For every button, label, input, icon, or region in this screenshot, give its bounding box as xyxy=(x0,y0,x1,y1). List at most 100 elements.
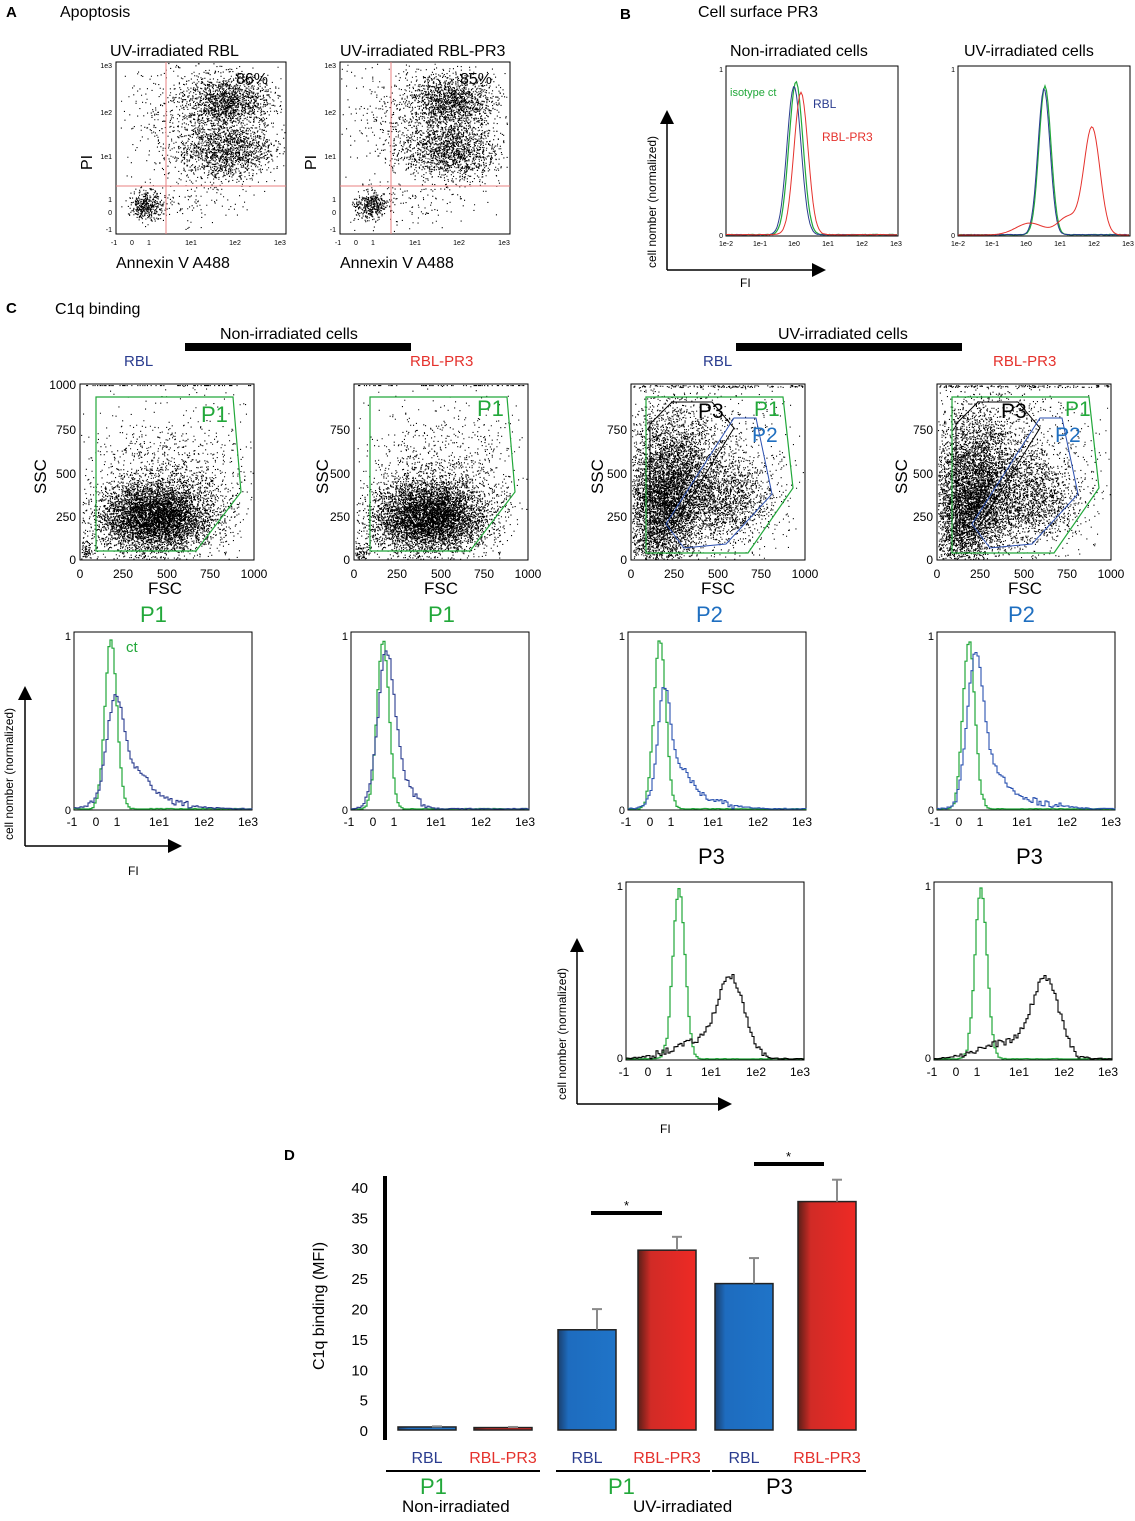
ticksA1-x-tick-5: 1e3 xyxy=(274,240,286,247)
scDots2-cloud xyxy=(355,385,528,560)
ticksA2-x-tick-1: 0 xyxy=(354,240,358,247)
panel-a2-percent: 85% xyxy=(460,71,492,88)
significance-star-2: * xyxy=(786,1149,791,1164)
panel-b1-title: Non-irradiated cells xyxy=(730,43,868,60)
ticksA1-y-tick-1: 1e2 xyxy=(100,110,112,117)
bar-label-5: RBL-PR3 xyxy=(793,1450,861,1467)
panel-a2-xlabel: Annexin V A488 xyxy=(340,255,454,272)
scDots1-cloud xyxy=(81,385,254,560)
scatter4-gate-label-p1: P1 xyxy=(1065,398,1091,421)
ticksA1-y-tick-5: -1 xyxy=(106,227,112,234)
hist4-x-tick-4: 1e2 xyxy=(1057,815,1077,829)
bar-y-tick-4: 20 xyxy=(351,1302,368,1319)
hist6-sample-curve xyxy=(934,974,1113,1060)
group-uv-irradiated: UV-irradiated cells xyxy=(778,326,908,343)
hist1-frame xyxy=(73,631,253,811)
hist2-frame xyxy=(350,631,530,811)
legend-rbl: RBL xyxy=(813,97,837,111)
hist5-x-tick-1: 0 xyxy=(645,1065,652,1079)
group-non-irradiated: Non-irradiated cells xyxy=(220,326,358,343)
hist4-x-tick-2: 1 xyxy=(977,815,984,829)
hist3-sample-curve xyxy=(628,687,807,810)
ticksA1-x-tick-2: 1 xyxy=(147,240,151,247)
scatter4-x-tick-3: 750 xyxy=(1057,567,1077,581)
panel-a2-title: UV-irradiated RBL-PR3 xyxy=(340,43,506,60)
ticksA2-y-tick-2: 1e1 xyxy=(324,154,336,161)
hist6-ct-curve xyxy=(934,887,1113,1060)
scatter1-frame xyxy=(79,383,255,561)
ticksB2-x-tick-2: 1e0 xyxy=(1020,241,1032,248)
hist1-x-tick-2: 1 xyxy=(114,815,121,829)
panel-b2-ticks: 1e-2 1e-1 1e0 1e1 1e2 1e3 1 0 xyxy=(951,67,1134,248)
hist1-ct-curve xyxy=(74,639,252,810)
scatter3-gate-p1 xyxy=(645,396,794,554)
ticksB1-y-1: 1 xyxy=(719,67,723,74)
scatter3-gate-label-p1: P1 xyxy=(754,398,780,421)
scDots3-top-edge xyxy=(633,385,804,389)
scatter2-x-tick-4: 1000 xyxy=(515,567,542,581)
hist1-x-tick-0: -1 xyxy=(67,815,78,829)
ticksA2-x-tick-2: 1 xyxy=(371,240,375,247)
scatter2-name: RBL-PR3 xyxy=(410,353,473,370)
bars xyxy=(397,1178,857,1431)
scatter3-x-tick-1: 250 xyxy=(664,567,684,581)
hist5-x-tick-3: 1e1 xyxy=(701,1065,721,1079)
scatter3-x-tick-2: 500 xyxy=(708,567,728,581)
scatter2-x-tick-3: 750 xyxy=(474,567,494,581)
bar-2 xyxy=(557,1329,617,1431)
hist6-x-tick-0: -1 xyxy=(927,1065,938,1079)
hist5-frame xyxy=(625,881,805,1061)
scatter4-gate-label-p2: P2 xyxy=(1055,424,1081,447)
ticksA1-y-tick-2: 1e1 xyxy=(100,154,112,161)
scatter4-x-tick-2: 500 xyxy=(1014,567,1034,581)
scatter4-y-tick-3: 0 xyxy=(926,553,933,567)
scatter2-y-tick-1: 500 xyxy=(330,467,350,481)
hist1-sample-curve xyxy=(74,694,253,810)
hist1-x-tick-4: 1e2 xyxy=(194,815,214,829)
dotsA1-cloud xyxy=(120,63,286,230)
significance-star-1: * xyxy=(624,1198,629,1213)
panel-a: A Apoptosis UV-irradiated RBL 86% -1 0 1 1e… xyxy=(6,4,511,272)
scatter3-gate-p2 xyxy=(665,417,773,549)
hist4-frame xyxy=(936,631,1116,811)
scatter3-gate-label-p3: P3 xyxy=(698,400,724,423)
bar-label-3: RBL-PR3 xyxy=(633,1450,701,1467)
hist6-x-tick-3: 1e1 xyxy=(1009,1065,1029,1079)
scatter3-dots xyxy=(632,385,804,561)
hist1-ct-label: ct xyxy=(126,639,139,656)
hist6-y-0: 0 xyxy=(925,1053,931,1065)
group2-gate: P1 xyxy=(608,1474,635,1499)
scatter3-x-tick-3: 750 xyxy=(751,567,771,581)
legend-rbl-pr3: RBL-PR3 xyxy=(822,130,873,144)
group3-gate: P3 xyxy=(766,1474,793,1499)
ticksB2-y-1: 1 xyxy=(951,67,955,74)
scatter4-name: RBL-PR3 xyxy=(993,353,1056,370)
hist6-x-tick-4: 1e2 xyxy=(1054,1065,1074,1079)
ticksB2-x-tick-0: 1e-2 xyxy=(951,241,965,248)
bar-y-tick-7: 5 xyxy=(360,1393,368,1410)
panel-b2-title: UV-irradiated cells xyxy=(964,43,1094,60)
panel-c: C C1q binding Non-irradiated cells UV-ir… xyxy=(2,300,1125,1136)
panel-c-y-arrowhead-2 xyxy=(570,938,584,952)
ticksA1-y-tick-4: 0 xyxy=(108,210,112,217)
bar-3 xyxy=(637,1249,697,1431)
hist4-y-0: 0 xyxy=(928,805,934,817)
panel-b-xlabel: FI xyxy=(740,276,751,290)
hist6-y-1: 1 xyxy=(925,881,931,893)
ticksA2-x-tick-0: -1 xyxy=(335,240,341,247)
hist1-y-0: 0 xyxy=(65,805,71,817)
hist5-x-tick-0: -1 xyxy=(619,1065,630,1079)
bar-label-0: RBL xyxy=(411,1450,442,1467)
scatter1-ylabel: SSC xyxy=(31,459,50,494)
hist4-x-tick-5: 1e3 xyxy=(1101,815,1121,829)
scatter3-y-tick-0: 750 xyxy=(607,423,627,437)
ticksB1-x-tick-5: 1e3 xyxy=(890,241,902,248)
panel-a-letter: A xyxy=(6,4,17,21)
scatter4-gate-p1 xyxy=(951,396,1100,554)
bar-y-tick-3: 25 xyxy=(351,1271,368,1288)
ticksA2-y-tick-5: -1 xyxy=(330,227,336,234)
hist1-x-tick-1: 0 xyxy=(93,815,100,829)
hist4-x-tick-3: 1e1 xyxy=(1012,815,1032,829)
hist3-x-tick-0: -1 xyxy=(621,815,632,829)
hist2-x-tick-1: 0 xyxy=(370,815,377,829)
